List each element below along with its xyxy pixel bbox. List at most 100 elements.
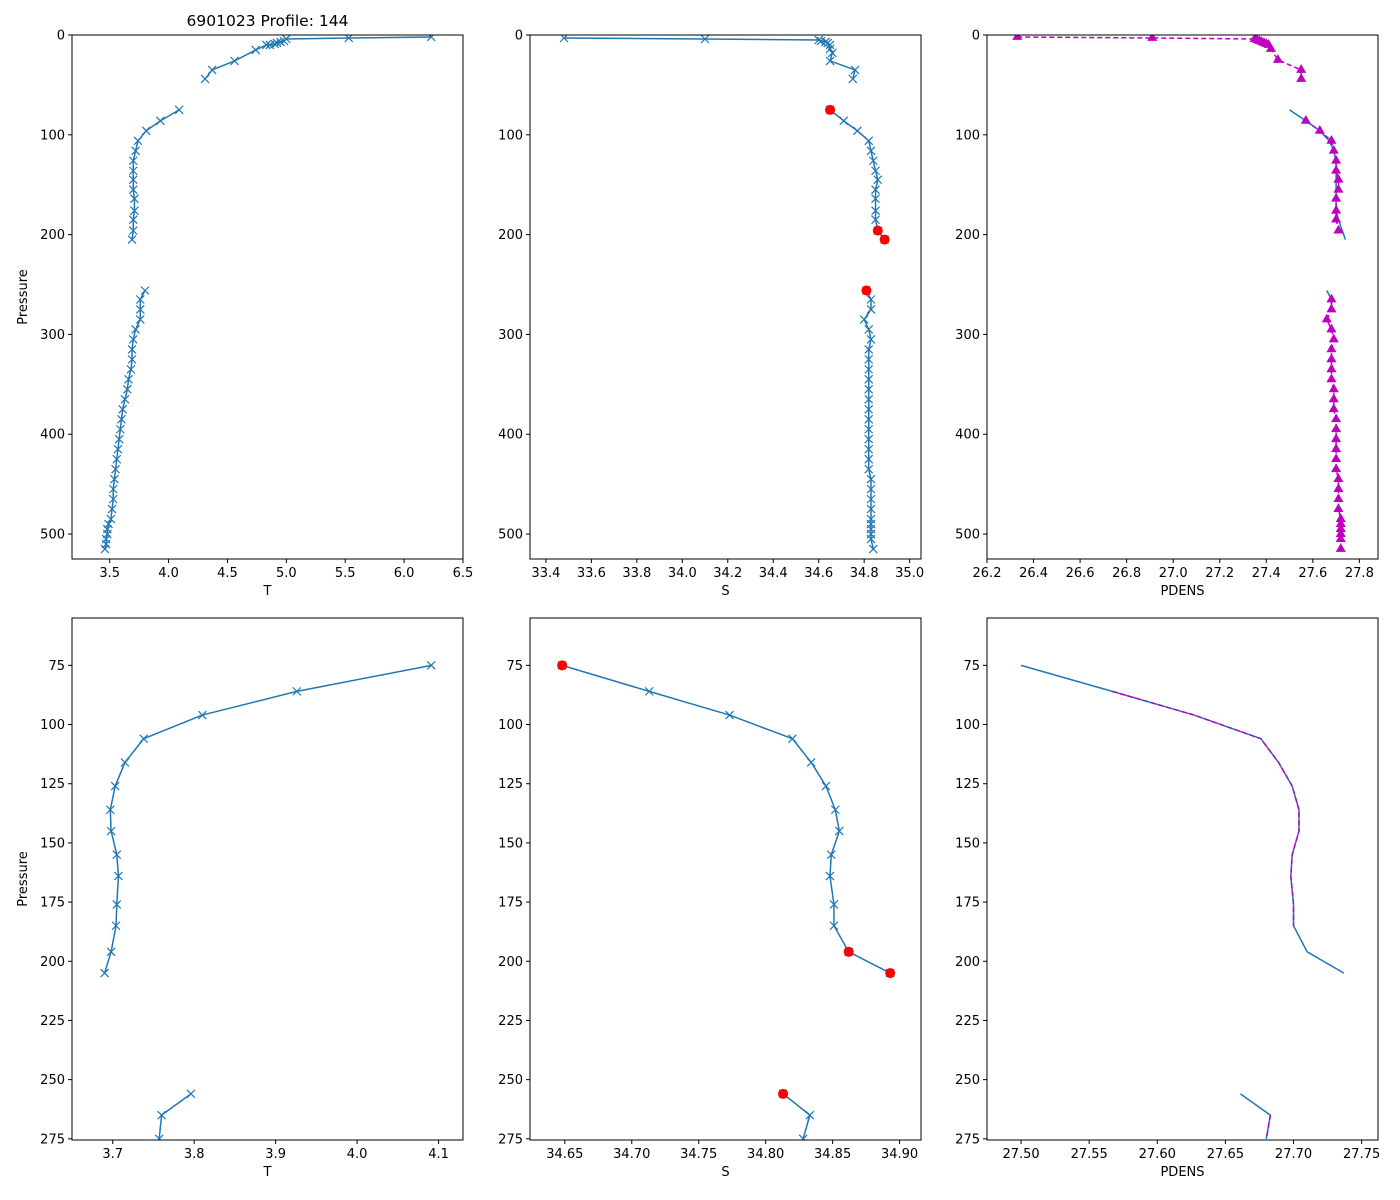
data-point-x — [106, 826, 116, 836]
data-point-x — [868, 156, 878, 166]
x-tick-label: 26.4 — [1019, 566, 1048, 581]
y-tick-label: 150 — [40, 836, 65, 851]
y-tick-label: 300 — [955, 328, 980, 343]
axes-frame — [529, 34, 922, 560]
axes-frame — [986, 617, 1379, 1141]
data-point-x — [826, 850, 836, 860]
y-axis-label: Pressure — [16, 851, 31, 907]
x-tick-label: 3.9 — [265, 1147, 286, 1162]
x-tick-label: 27.50 — [1002, 1147, 1039, 1162]
y-tick-label: 150 — [498, 836, 523, 851]
x-tick-label: 4.0 — [347, 1147, 368, 1162]
data-point-x — [850, 65, 860, 75]
data-point-x — [866, 484, 876, 494]
x-tick-label: 34.2 — [713, 566, 742, 581]
data-point-triangle — [1331, 164, 1342, 174]
x-tick-label: 27.0 — [1159, 566, 1188, 581]
chart-bottom-pdens: 27.50 27.55 27.60 27.65 27.70 27.75 75 100 125 15… — [955, 617, 1380, 1180]
data-point-x — [864, 414, 874, 424]
data-point-triangle — [1331, 443, 1342, 453]
data-point-x — [230, 56, 239, 66]
data-point-x — [866, 295, 876, 304]
x-tick-label: 34.6 — [804, 566, 833, 581]
data-point-x — [871, 194, 880, 204]
chart-top-t: 3.5 4.0 4.5 5.0 5.5 6.0 6.5 0 100 200 300 400 500 T Pr… — [16, 12, 473, 599]
x-tick-label: 6.5 — [453, 566, 474, 581]
x-tick-label: 34.80 — [747, 1147, 784, 1162]
data-point-x — [128, 175, 138, 185]
pdens-check-line-bottom-pdens-0 — [1112, 690, 1300, 926]
x-tick-label: 34.0 — [668, 566, 697, 581]
data-point-x — [866, 146, 876, 156]
data-point-x — [864, 136, 874, 146]
y-tick-label: 200 — [40, 228, 65, 243]
x-axis-label: PDENS — [1160, 584, 1204, 599]
y-tick-label: 500 — [955, 528, 980, 543]
data-point-x — [864, 404, 874, 414]
x-tick-label: 5.0 — [276, 566, 297, 581]
data-point-x — [118, 404, 128, 414]
y-axis-label: Pressure — [16, 269, 31, 325]
x-tick-label: 26.6 — [1066, 566, 1095, 581]
plot-area — [530, 618, 921, 1140]
y-tick-label: 500 — [40, 528, 65, 543]
x-tick-label: 27.6 — [1298, 566, 1327, 581]
data-point-triangle — [1272, 54, 1283, 63]
y-tick-label: 200 — [498, 228, 523, 243]
pdens-check-line-bottom-pdens-1 — [1265, 1115, 1272, 1139]
x-tick-label: 3.7 — [102, 1147, 123, 1162]
data-point-x — [140, 286, 150, 295]
y-tick-label: 275 — [955, 1132, 980, 1147]
data-point-x — [825, 871, 835, 881]
chart-bottom-t: 3.7 3.8 3.9 4.0 4.1 75 100 125 150 175 200 225 250 27… — [16, 617, 464, 1180]
data-point-triangle — [1328, 383, 1339, 393]
data-point-x — [128, 215, 138, 225]
data-point-x — [806, 757, 816, 767]
x-tick-label: 34.4 — [759, 566, 788, 581]
data-point-x — [827, 48, 837, 58]
data-point-triangle — [1012, 35, 1023, 40]
y-tick-label: 225 — [40, 1014, 65, 1029]
data-point-triangle — [1333, 173, 1344, 183]
data-point-x — [825, 56, 835, 66]
data-point-x — [100, 544, 110, 554]
x-tick-label: 35.0 — [895, 566, 924, 581]
x-tick-label: 34.85 — [814, 1147, 851, 1162]
data-point-x — [864, 325, 874, 334]
data-point-x — [197, 710, 207, 720]
plot-marks — [1012, 35, 1347, 552]
plot-area — [530, 35, 921, 559]
y-tick-label: 75 — [963, 659, 980, 674]
x-axis-label: PDENS — [1160, 1165, 1204, 1180]
x-axis-label: T — [263, 1165, 272, 1180]
plot-area — [72, 618, 463, 1140]
flagged-point — [557, 660, 568, 671]
data-point-x — [864, 464, 874, 474]
data-point-triangle — [1328, 403, 1339, 413]
data-point-triangle — [1326, 363, 1337, 373]
data-point-x — [864, 434, 874, 444]
data-point-x — [864, 394, 874, 404]
data-point-x — [859, 315, 869, 324]
y-tick-label: 125 — [40, 777, 65, 792]
data-point-x — [135, 305, 145, 314]
x-tick-label: 34.70 — [613, 1147, 650, 1162]
data-point-triangle — [1147, 35, 1158, 41]
data-point-x — [426, 35, 436, 42]
data-point-x — [135, 295, 145, 304]
data-point-triangle — [1326, 373, 1337, 383]
data-point-triangle — [1326, 303, 1337, 313]
data-point-x — [788, 734, 797, 744]
x-tick-label: 34.75 — [680, 1147, 717, 1162]
data-point-triangle — [1328, 393, 1339, 403]
data-point-x — [825, 40, 835, 50]
data-point-x — [120, 757, 130, 767]
y-tick-label: 300 — [498, 328, 523, 343]
flagged-point — [825, 104, 836, 115]
data-point-x — [207, 65, 217, 75]
x-tick-label: 27.60 — [1139, 1147, 1176, 1162]
data-point-x — [272, 38, 282, 48]
y-tick-label: 100 — [40, 718, 65, 733]
x-tick-label: 26.8 — [1112, 566, 1141, 581]
data-point-triangle — [1331, 463, 1342, 473]
